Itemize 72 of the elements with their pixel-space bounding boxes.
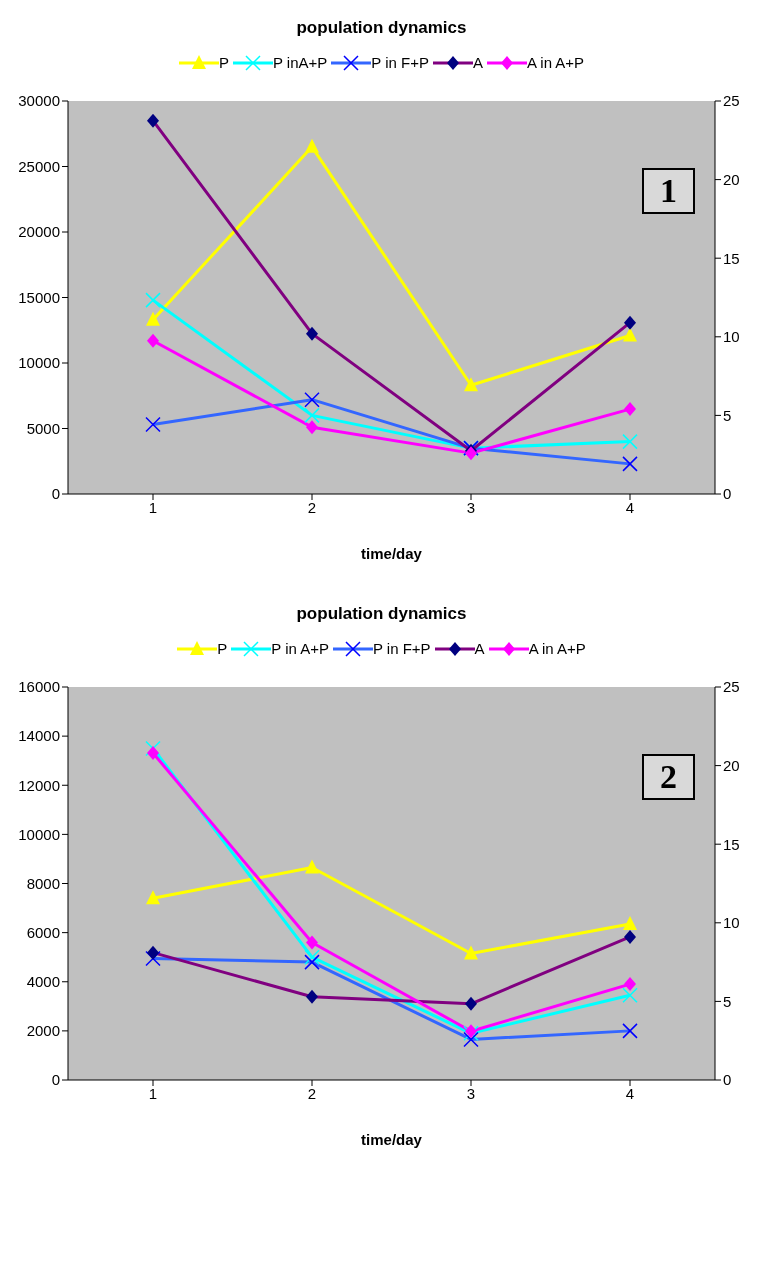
point [624, 977, 636, 992]
y-tick-label: 4000 [26, 973, 60, 991]
y-tick-label: 8000 [26, 874, 60, 892]
chart-title: population dynamics [295, 17, 468, 39]
point [304, 949, 320, 965]
legend-label: A in A+P [526, 54, 585, 71]
y2-tick-label: 25 [723, 92, 740, 110]
y-tick-label: 16000 [18, 678, 60, 696]
legend-label: P in F+P [371, 54, 429, 71]
y-tick-label: 12000 [18, 776, 60, 794]
x-axis-title: time/day [361, 1131, 423, 1148]
legend-label: A [474, 640, 485, 657]
point [623, 916, 637, 931]
y-tick-label: 2000 [26, 1022, 60, 1040]
point [623, 327, 637, 342]
x-tick-label: 2 [307, 498, 317, 516]
y2-tick-label: 5 [723, 992, 732, 1010]
y-tick-label: 10000 [18, 825, 60, 843]
legend-label: A in A+P [528, 640, 586, 657]
y2-tick-label: 20 [723, 756, 740, 774]
y2-tick-label: 20 [723, 170, 740, 188]
point [305, 859, 319, 874]
y-tick-label: 25000 [18, 157, 60, 175]
point [145, 740, 161, 757]
y-tick-label: 5000 [26, 419, 60, 437]
y-tick-label: 6000 [26, 923, 60, 941]
chart-title: population dynamics [295, 603, 468, 625]
y2-tick-label: 0 [723, 1071, 732, 1089]
y2-tick-label: 0 [723, 485, 732, 503]
y2-tick-label: 10 [723, 914, 740, 932]
point [464, 945, 478, 960]
point [147, 746, 159, 761]
legend-label: P [217, 640, 228, 657]
x-axis-title: time/day [361, 545, 423, 562]
y2-tick-label: 10 [723, 328, 740, 346]
x-tick-label: 4 [625, 1084, 635, 1102]
point [145, 292, 161, 308]
y-tick-label: 14000 [18, 727, 60, 745]
point [622, 987, 638, 1004]
x-tick-label: 4 [625, 498, 635, 516]
point [622, 433, 638, 450]
point [624, 402, 636, 417]
x-tick-label: 3 [466, 1084, 476, 1102]
point [305, 138, 319, 153]
y-tick-label: 0 [51, 485, 60, 503]
y-tick-label: 15000 [18, 288, 60, 306]
annotation: 2 [642, 754, 695, 800]
y2-tick-label: 15 [723, 249, 740, 267]
annotation: 1 [642, 168, 695, 214]
y-tick-label: 0 [51, 1071, 60, 1089]
point [147, 333, 159, 348]
legend-label: P in F+P [372, 640, 431, 657]
point [146, 311, 160, 326]
y-tick-label: 20000 [18, 223, 60, 241]
legend-label: P [218, 54, 229, 71]
point [304, 407, 320, 424]
point [146, 890, 160, 905]
x-tick-label: 3 [466, 498, 476, 516]
y2-tick-label: 15 [723, 835, 740, 853]
point [306, 420, 318, 435]
legend-label: A [472, 54, 483, 71]
legend-label: P in A+P [271, 640, 329, 657]
y2-tick-label: 25 [723, 678, 740, 696]
x-tick-label: 2 [307, 1084, 317, 1102]
point [464, 377, 478, 392]
legend-label: P inA+P [272, 54, 328, 71]
y-tick-label: 10000 [18, 354, 60, 372]
y-tick-label: 30000 [18, 92, 60, 110]
x-tick-label: 1 [148, 498, 158, 516]
y2-tick-label: 5 [723, 406, 732, 424]
point [306, 935, 318, 950]
x-tick-label: 1 [148, 1084, 158, 1102]
